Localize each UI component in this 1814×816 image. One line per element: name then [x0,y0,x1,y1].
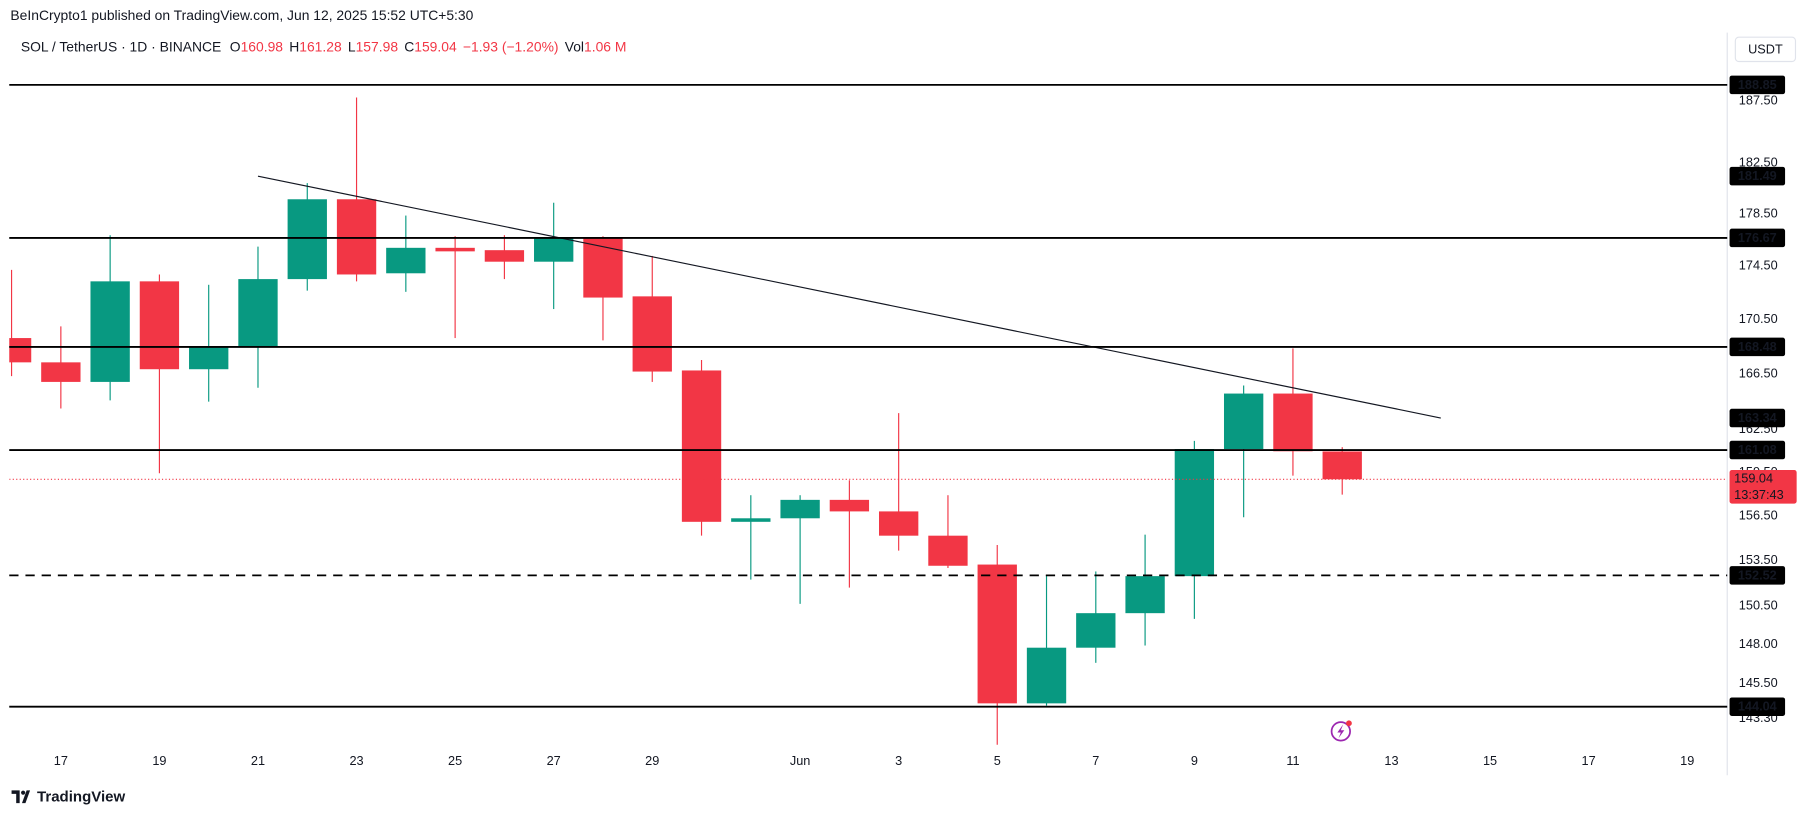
candle-body [1125,576,1165,614]
price-badge-label: 163.34 [1738,410,1777,425]
candle-body [928,535,968,566]
price-badge [1729,408,1786,428]
price-badge-label: 181.49 [1738,168,1777,183]
price-badge [1729,228,1786,248]
y-tick-label: 178.50 [1739,206,1778,221]
candle-body [1273,393,1313,452]
plot-area [9,97,1728,745]
candle-body [90,281,130,382]
x-tick-label: 19 [152,753,166,768]
y-tick-label: 187.50 [1739,93,1778,108]
candle-body [1322,451,1362,480]
candle-body [1026,647,1067,704]
price-badge [1729,75,1786,95]
candle-body [189,346,229,370]
x-tick-label: 21 [251,753,265,768]
price-badge [1729,440,1786,460]
candle-body [41,362,81,382]
x-tick-label: 15 [1483,753,1497,768]
price-badge [1729,697,1786,716]
y-tick-label: 174.50 [1739,258,1778,273]
price-badge [1729,166,1786,186]
x-tick-label: Jun [790,753,811,768]
candle-body [9,338,32,363]
last-price-badge [1729,470,1797,504]
event-icon[interactable] [1330,720,1352,742]
candle-body [238,279,278,347]
candle-body [879,511,919,536]
x-tick-label: 13 [1384,753,1398,768]
ohlc-letter: H [289,38,299,54]
trendline [257,175,1441,419]
volume-label: Vol [565,38,584,54]
currency[interactable]: USDT [1748,41,1783,56]
y-tick-label: 156.50 [1739,508,1778,523]
y-tick-label: 145.50 [1739,675,1778,690]
ohlc-letter: L [348,38,356,54]
y-tick-label: 182.50 [1739,155,1778,170]
countdown: 13:37:43 [1734,487,1784,502]
x-tick-label: 17 [54,753,68,768]
candle-body [484,250,525,262]
price-badge [1729,337,1786,357]
x-tick-label: 29 [645,753,659,768]
symbol: SOL / TetherUS · 1D · BINANCE [21,38,221,54]
price-badge-label: 188.85 [1738,77,1777,92]
x-tick-label: 27 [547,753,561,768]
high-value: 161.28 [299,38,342,54]
x-tick-label: 5 [994,753,1001,768]
x-tick-label: 7 [1092,753,1099,768]
open-value: 160.98 [241,38,284,54]
y-tick-label: 170.50 [1739,311,1778,326]
x-tick-label: 23 [349,753,363,768]
candle-body [731,518,771,522]
brand: TradingView [37,788,125,805]
candle-body [632,296,672,372]
price-badge-label: 152.52 [1738,567,1777,582]
candle-body [336,199,377,275]
currency-box[interactable] [1734,36,1797,63]
x-tick-label: 9 [1191,753,1198,768]
candle-body [435,247,475,252]
price-badge-label: 168.48 [1738,339,1777,354]
candle-body [139,281,180,370]
y-tick-label: 153.50 [1739,552,1778,567]
candle-body [977,564,1017,704]
low-value: 157.98 [356,38,399,54]
x-tick-label: 25 [448,753,462,768]
ohlc-letter: C [404,38,414,54]
ohlc-letter: O [230,38,241,54]
legend-line: SOL / TetherUS · 1D · BINANCE O160.98 H1… [21,38,627,54]
change: −1.93 (−1.20%) [463,38,559,54]
y-tick-label: 166.50 [1739,365,1778,380]
candle-body [583,237,623,298]
candle-body [287,199,327,280]
candle-body [829,499,870,512]
x-tick-label: 17 [1582,753,1596,768]
candle-body [386,247,426,274]
last-price-label: 159.04 [1734,471,1773,486]
close-value: 159.04 [414,38,457,54]
price-badge-label: 176.67 [1738,230,1777,245]
candle-body [1174,449,1215,577]
volume: 1.06 M [584,38,626,54]
y-tick-label: 150.50 [1739,597,1778,612]
brand-logo [11,790,31,804]
price-badge-label: 144.04 [1738,699,1777,714]
x-tick-label: 11 [1286,753,1299,768]
candle-body [534,237,574,262]
candle-body [1223,393,1264,450]
publish-note: BeInCrypto1 published on TradingView.com… [10,7,473,23]
y-tick-label: 148.00 [1739,636,1778,651]
candle-body [681,370,722,522]
x-tick-label: 19 [1680,753,1694,768]
candle-body [780,499,820,519]
price-badge [1729,566,1786,585]
x-tick-label: 3 [895,753,902,768]
price-badge-label: 161.08 [1738,442,1777,457]
candle-body [1076,613,1116,648]
